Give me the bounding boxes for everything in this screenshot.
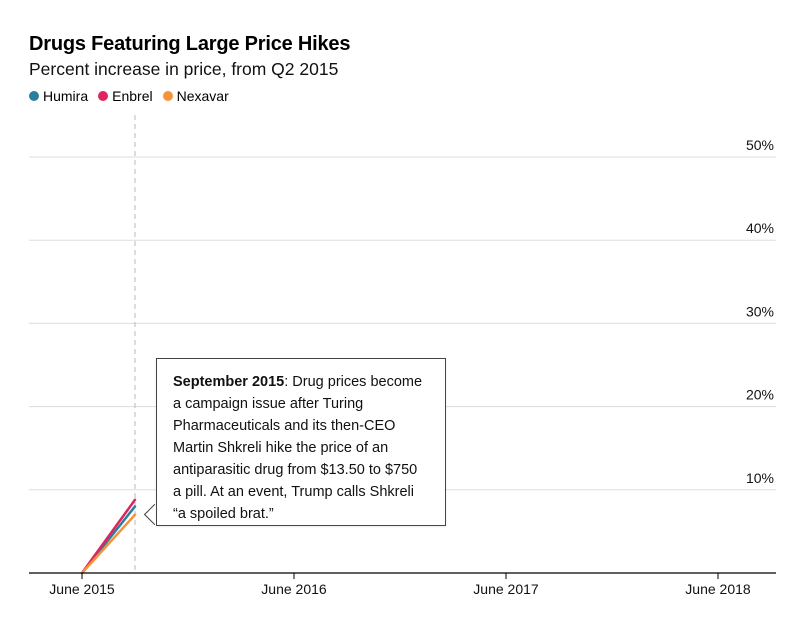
legend-swatch-humira bbox=[29, 91, 39, 101]
series-lines bbox=[80, 498, 137, 575]
legend-item-humira: Humira bbox=[29, 88, 88, 104]
x-tick-label: June 2015 bbox=[49, 581, 115, 597]
chart-title: Drugs Featuring Large Price Hikes bbox=[29, 33, 351, 55]
x-tick-label: June 2017 bbox=[473, 581, 539, 597]
legend-swatch-enbrel bbox=[98, 91, 109, 101]
legend-label-enbrel: Enbrel bbox=[112, 88, 153, 104]
legend-item-nexavar: Nexavar bbox=[162, 88, 229, 104]
x-ticks: June 2015 June 2016 June 2017 June 2018 bbox=[49, 573, 751, 597]
chart-subtitle: Percent increase in price, from Q2 2015 bbox=[29, 59, 339, 79]
annotation-box: September 2015: Drug prices become a cam… bbox=[156, 358, 446, 526]
y-tick-labels: 10% 20% 30% 40% 50% bbox=[746, 137, 774, 486]
series-line-enbrel bbox=[80, 498, 137, 575]
x-tick-label: June 2018 bbox=[685, 581, 751, 597]
y-tick-label: 50% bbox=[746, 137, 774, 153]
x-tick-label: June 2016 bbox=[261, 581, 327, 597]
y-tick-label: 40% bbox=[746, 220, 774, 236]
y-tick-label: 30% bbox=[746, 303, 774, 319]
y-tick-label: 10% bbox=[746, 470, 774, 486]
annotation-date: September 2015 bbox=[173, 374, 285, 390]
legend: Humira Enbrel Nexavar bbox=[29, 88, 229, 104]
legend-swatch-nexavar bbox=[162, 91, 173, 101]
annotation-text: : Drug prices become a campaign issue af… bbox=[173, 374, 423, 522]
legend-label-humira: Humira bbox=[43, 88, 89, 104]
series-line-nexavar bbox=[80, 513, 137, 575]
legend-item-enbrel: Enbrel bbox=[98, 88, 153, 104]
y-tick-label: 20% bbox=[746, 387, 774, 403]
legend-label-nexavar: Nexavar bbox=[176, 88, 229, 104]
